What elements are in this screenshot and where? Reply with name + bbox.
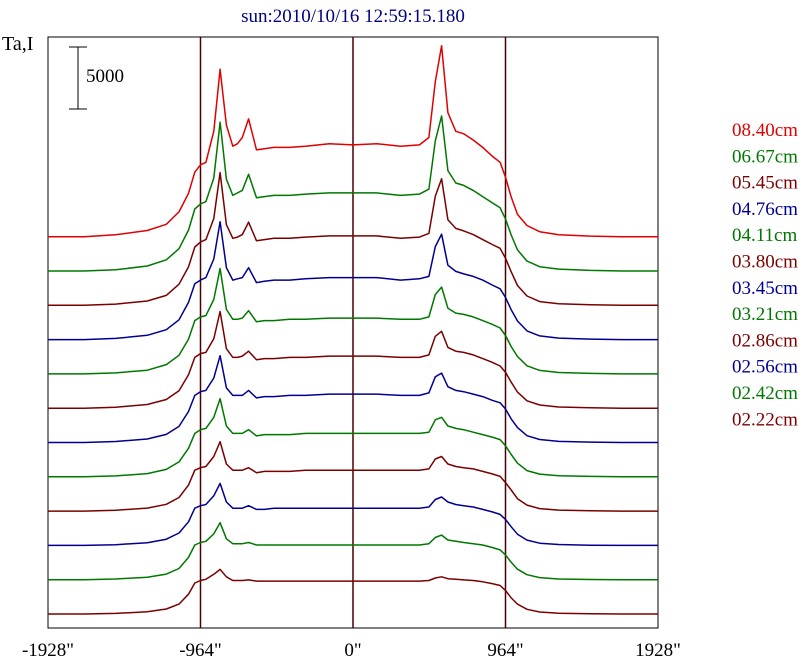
series-line-02.86cm (48, 440, 658, 512)
series-line-04.11cm (48, 267, 658, 375)
series-line-02.22cm (48, 568, 658, 615)
legend: 08.40cm 06.67cm 05.45cm 04.76cm 04.11cm 03.80… (732, 120, 798, 430)
x-tick-label: 1928" (635, 640, 681, 661)
series-line-04.76cm (48, 221, 658, 341)
series-line-03.21cm (48, 397, 658, 478)
series-line-02.42cm (48, 521, 658, 581)
x-tick-label: -964" (179, 640, 222, 661)
series-line-03.45cm (48, 354, 658, 444)
legend-entry: 05.45cm (732, 173, 798, 194)
legend-entry: 08.40cm (732, 120, 798, 141)
legend-entry: 03.80cm (732, 252, 798, 273)
x-tick-label: 0" (344, 640, 361, 661)
chart-title: sun:2010/10/16 12:59:15.180 (241, 6, 465, 27)
x-tick-labels: -1928" -964" 0" 964" 1928" (22, 640, 681, 661)
legend-entry: 02.22cm (732, 409, 798, 430)
series-line-02.56cm (48, 482, 658, 547)
legend-entry: 04.11cm (732, 225, 797, 246)
legend-entry: 02.42cm (732, 383, 798, 404)
vertical-reference-lines (199, 37, 507, 628)
y-axis-label: Ta,I (2, 33, 33, 55)
legend-entry: 06.67cm (732, 146, 798, 167)
series-line-03.80cm (48, 310, 658, 409)
series-line-06.67cm (48, 115, 658, 272)
scale-bar: 5000 (69, 46, 124, 110)
x-tick-label: 964" (487, 640, 523, 661)
legend-entry: 04.76cm (732, 199, 798, 220)
legend-entry: 02.56cm (732, 357, 798, 378)
legend-entry: 03.21cm (732, 304, 798, 325)
legend-entry: 02.86cm (732, 330, 798, 351)
series-line-05.45cm (48, 171, 658, 307)
series-group (48, 44, 658, 615)
series-line-08.40cm (48, 44, 658, 238)
scale-bar-label: 5000 (86, 66, 124, 87)
legend-entry: 03.45cm (732, 278, 798, 299)
x-tick-label: -1928" (22, 640, 74, 661)
